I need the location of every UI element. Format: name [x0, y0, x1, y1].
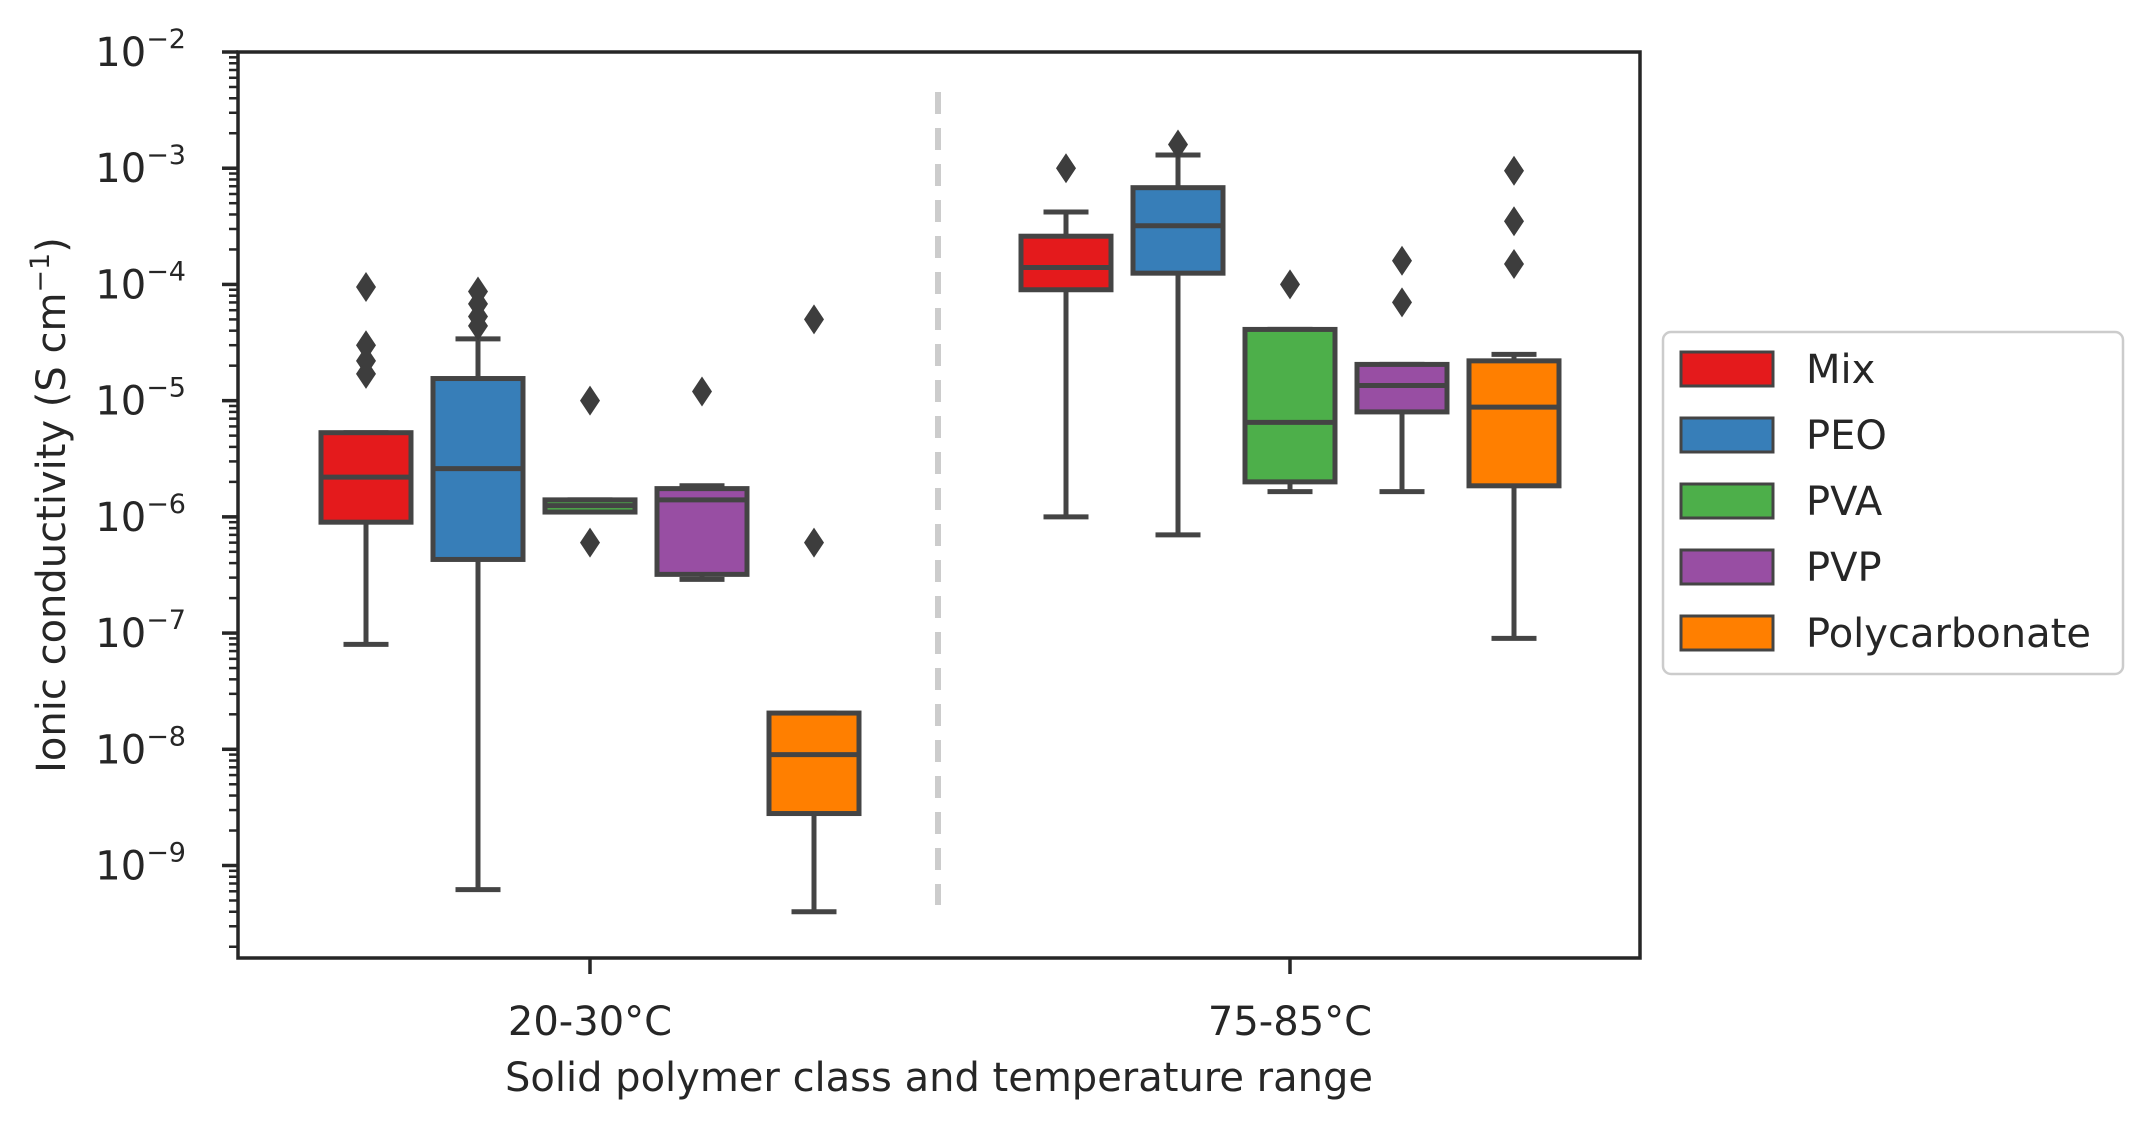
box-iqr — [1354, 361, 1450, 415]
plot-frame — [236, 50, 1642, 960]
box-iqr — [1018, 233, 1114, 293]
box-iqr — [1130, 185, 1226, 276]
box-iqr — [1242, 326, 1338, 485]
box-pvp — [1354, 245, 1450, 495]
y-tick-label-base: 10 — [95, 727, 146, 773]
legend-swatch-mix — [1679, 350, 1775, 388]
outlier-point — [356, 358, 376, 389]
box-polycarbonate — [1466, 155, 1562, 641]
x-axis-label: Solid polymer class and temperature rang… — [505, 1055, 1373, 1101]
outlier-point — [1504, 206, 1524, 237]
axis-labels-layer: Solid polymer class and temperature rang… — [25, 237, 1373, 1101]
box-iqr — [654, 486, 750, 577]
y-axis-label-close: ) — [29, 237, 75, 253]
legend-label-mix: Mix — [1806, 347, 1875, 393]
y-tick-label-base: 10 — [95, 146, 146, 192]
y-tick-label: 10−7 — [95, 605, 186, 657]
y-tick-label: 10−5 — [95, 373, 186, 425]
outlier-point — [1504, 248, 1524, 279]
box-iqr — [1466, 358, 1562, 489]
y-tick-label: 10−8 — [95, 721, 186, 773]
outlier-point — [1504, 155, 1524, 186]
y-tick-label-exponent: −8 — [146, 721, 186, 752]
y-tick-label-exponent: −9 — [146, 838, 186, 869]
y-tick-label-exponent: −4 — [146, 256, 186, 287]
legend-frame — [1661, 330, 2125, 676]
outlier-point — [1280, 269, 1300, 300]
y-tick-label-exponent: −2 — [146, 24, 186, 55]
y-tick-label: 10−6 — [95, 489, 186, 541]
y-tick-label-base: 10 — [95, 611, 146, 657]
y-axis-label: Ionic conductivity (S cm−1) — [25, 237, 75, 773]
box-iqr — [766, 710, 862, 817]
y-axis-label-exponent: −1 — [25, 253, 56, 293]
y-tick-label-exponent: −7 — [146, 605, 186, 636]
x-tick-label: 75-85°C — [1208, 999, 1372, 1045]
box-polycarbonate — [766, 304, 862, 915]
legend-label-peo: PEO — [1806, 413, 1887, 459]
legend-swatch-pva — [1679, 482, 1775, 520]
outlier-point — [1056, 153, 1076, 184]
legend-swatch-peo — [1679, 416, 1775, 454]
x-tick-label: 20-30°C — [508, 999, 672, 1045]
y-tick-label-exponent: −6 — [146, 489, 186, 520]
outlier-point — [692, 376, 712, 407]
legend-label-polycarbonate: Polycarbonate — [1806, 611, 2091, 657]
y-tick-label: 10−3 — [95, 140, 186, 192]
outlier-point — [468, 310, 488, 341]
outlier-point — [356, 272, 376, 303]
y-tick-label-base: 10 — [95, 30, 146, 76]
outlier-point — [580, 527, 600, 558]
y-tick-label: 10−4 — [95, 256, 186, 308]
outlier-point — [1392, 287, 1412, 318]
y-tick-label: 10−2 — [95, 24, 186, 76]
legend-label-pva: PVA — [1806, 479, 1883, 525]
box-peo — [1130, 129, 1226, 538]
y-tick-label-base: 10 — [95, 844, 146, 890]
outlier-point — [1168, 129, 1188, 160]
y-tick-label-exponent: −5 — [146, 373, 186, 404]
y-axis-label-main: Ionic conductivity (S cm — [29, 293, 75, 773]
outlier-point — [1392, 245, 1412, 276]
box-pvp — [654, 376, 750, 582]
outlier-point — [356, 330, 376, 361]
box-pva — [542, 385, 638, 558]
box-peo — [430, 276, 526, 893]
outlier-point — [580, 385, 600, 416]
box-mix — [1018, 153, 1114, 520]
y-tick-label-base: 10 — [95, 262, 146, 308]
legend: Mix PEO PVA PVP Polycarbonate — [1661, 330, 2125, 676]
boxes-layer — [318, 129, 1562, 915]
legend-swatch-pvp — [1679, 548, 1775, 586]
y-tick-label: 10−9 — [95, 838, 186, 890]
y-tick-label-base: 10 — [95, 379, 146, 425]
outlier-point — [804, 304, 824, 335]
y-tick-label-base: 10 — [95, 495, 146, 541]
box-pva — [1242, 269, 1338, 495]
y-tick-label-exponent: −3 — [146, 140, 186, 171]
outlier-point — [804, 527, 824, 558]
legend-swatch-polycarbonate — [1679, 614, 1775, 652]
box-mix — [318, 272, 414, 647]
tick-layer: 10−910−810−710−610−510−410−310−220-30°C 7… — [95, 24, 1372, 1045]
legend-label-pvp: PVP — [1806, 545, 1882, 591]
